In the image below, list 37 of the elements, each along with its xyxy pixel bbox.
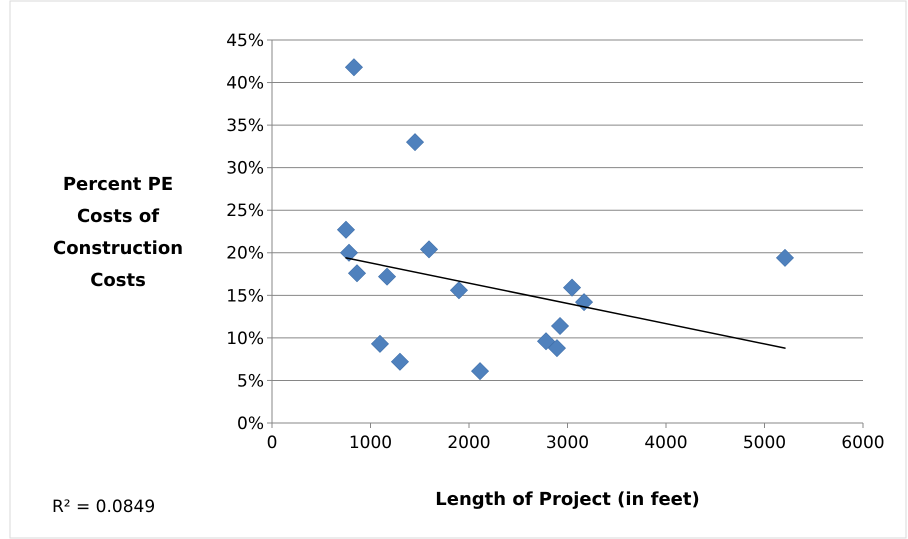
y-tick-label: 20% xyxy=(226,244,264,264)
point xyxy=(551,317,569,335)
point xyxy=(391,352,409,371)
y-tick-label: 15% xyxy=(226,286,264,306)
x-axis-title: Length of Project (in feet) xyxy=(435,489,700,510)
y-tick-label: 30% xyxy=(226,158,264,179)
point xyxy=(450,281,468,300)
y-tick-label: 0% xyxy=(237,414,264,434)
point xyxy=(575,293,593,312)
x-tick-label: 5000 xyxy=(742,433,786,453)
point xyxy=(337,220,355,239)
x-tick-label: 2000 xyxy=(447,433,491,453)
y-tick-label: 40% xyxy=(226,74,264,94)
y-tick-label: 45% xyxy=(226,30,264,51)
x-tick-label: 4000 xyxy=(644,433,688,453)
y-tick-label: 5% xyxy=(237,371,264,392)
point xyxy=(420,240,438,258)
point xyxy=(776,248,794,267)
y-tick-label: 25% xyxy=(226,201,264,222)
x-tick-label: 6000 xyxy=(841,433,885,453)
point xyxy=(537,332,555,350)
point xyxy=(378,268,396,286)
y-axis-title: Percent PE Costs of Construction Costs xyxy=(52,174,184,291)
x-tick-label: 0 xyxy=(266,433,278,453)
text: R² = 0.0849 xyxy=(52,497,156,517)
point xyxy=(371,334,389,353)
point xyxy=(340,244,358,262)
point xyxy=(563,278,581,297)
point xyxy=(406,133,424,152)
x-tick-label: 1000 xyxy=(348,433,392,453)
point xyxy=(548,339,566,358)
y-tick-label: 10% xyxy=(226,328,264,349)
y-tick-label: 35% xyxy=(226,116,264,136)
point xyxy=(345,58,363,76)
point xyxy=(471,362,489,380)
point xyxy=(348,264,366,282)
x-tick-label: 3000 xyxy=(546,433,590,453)
